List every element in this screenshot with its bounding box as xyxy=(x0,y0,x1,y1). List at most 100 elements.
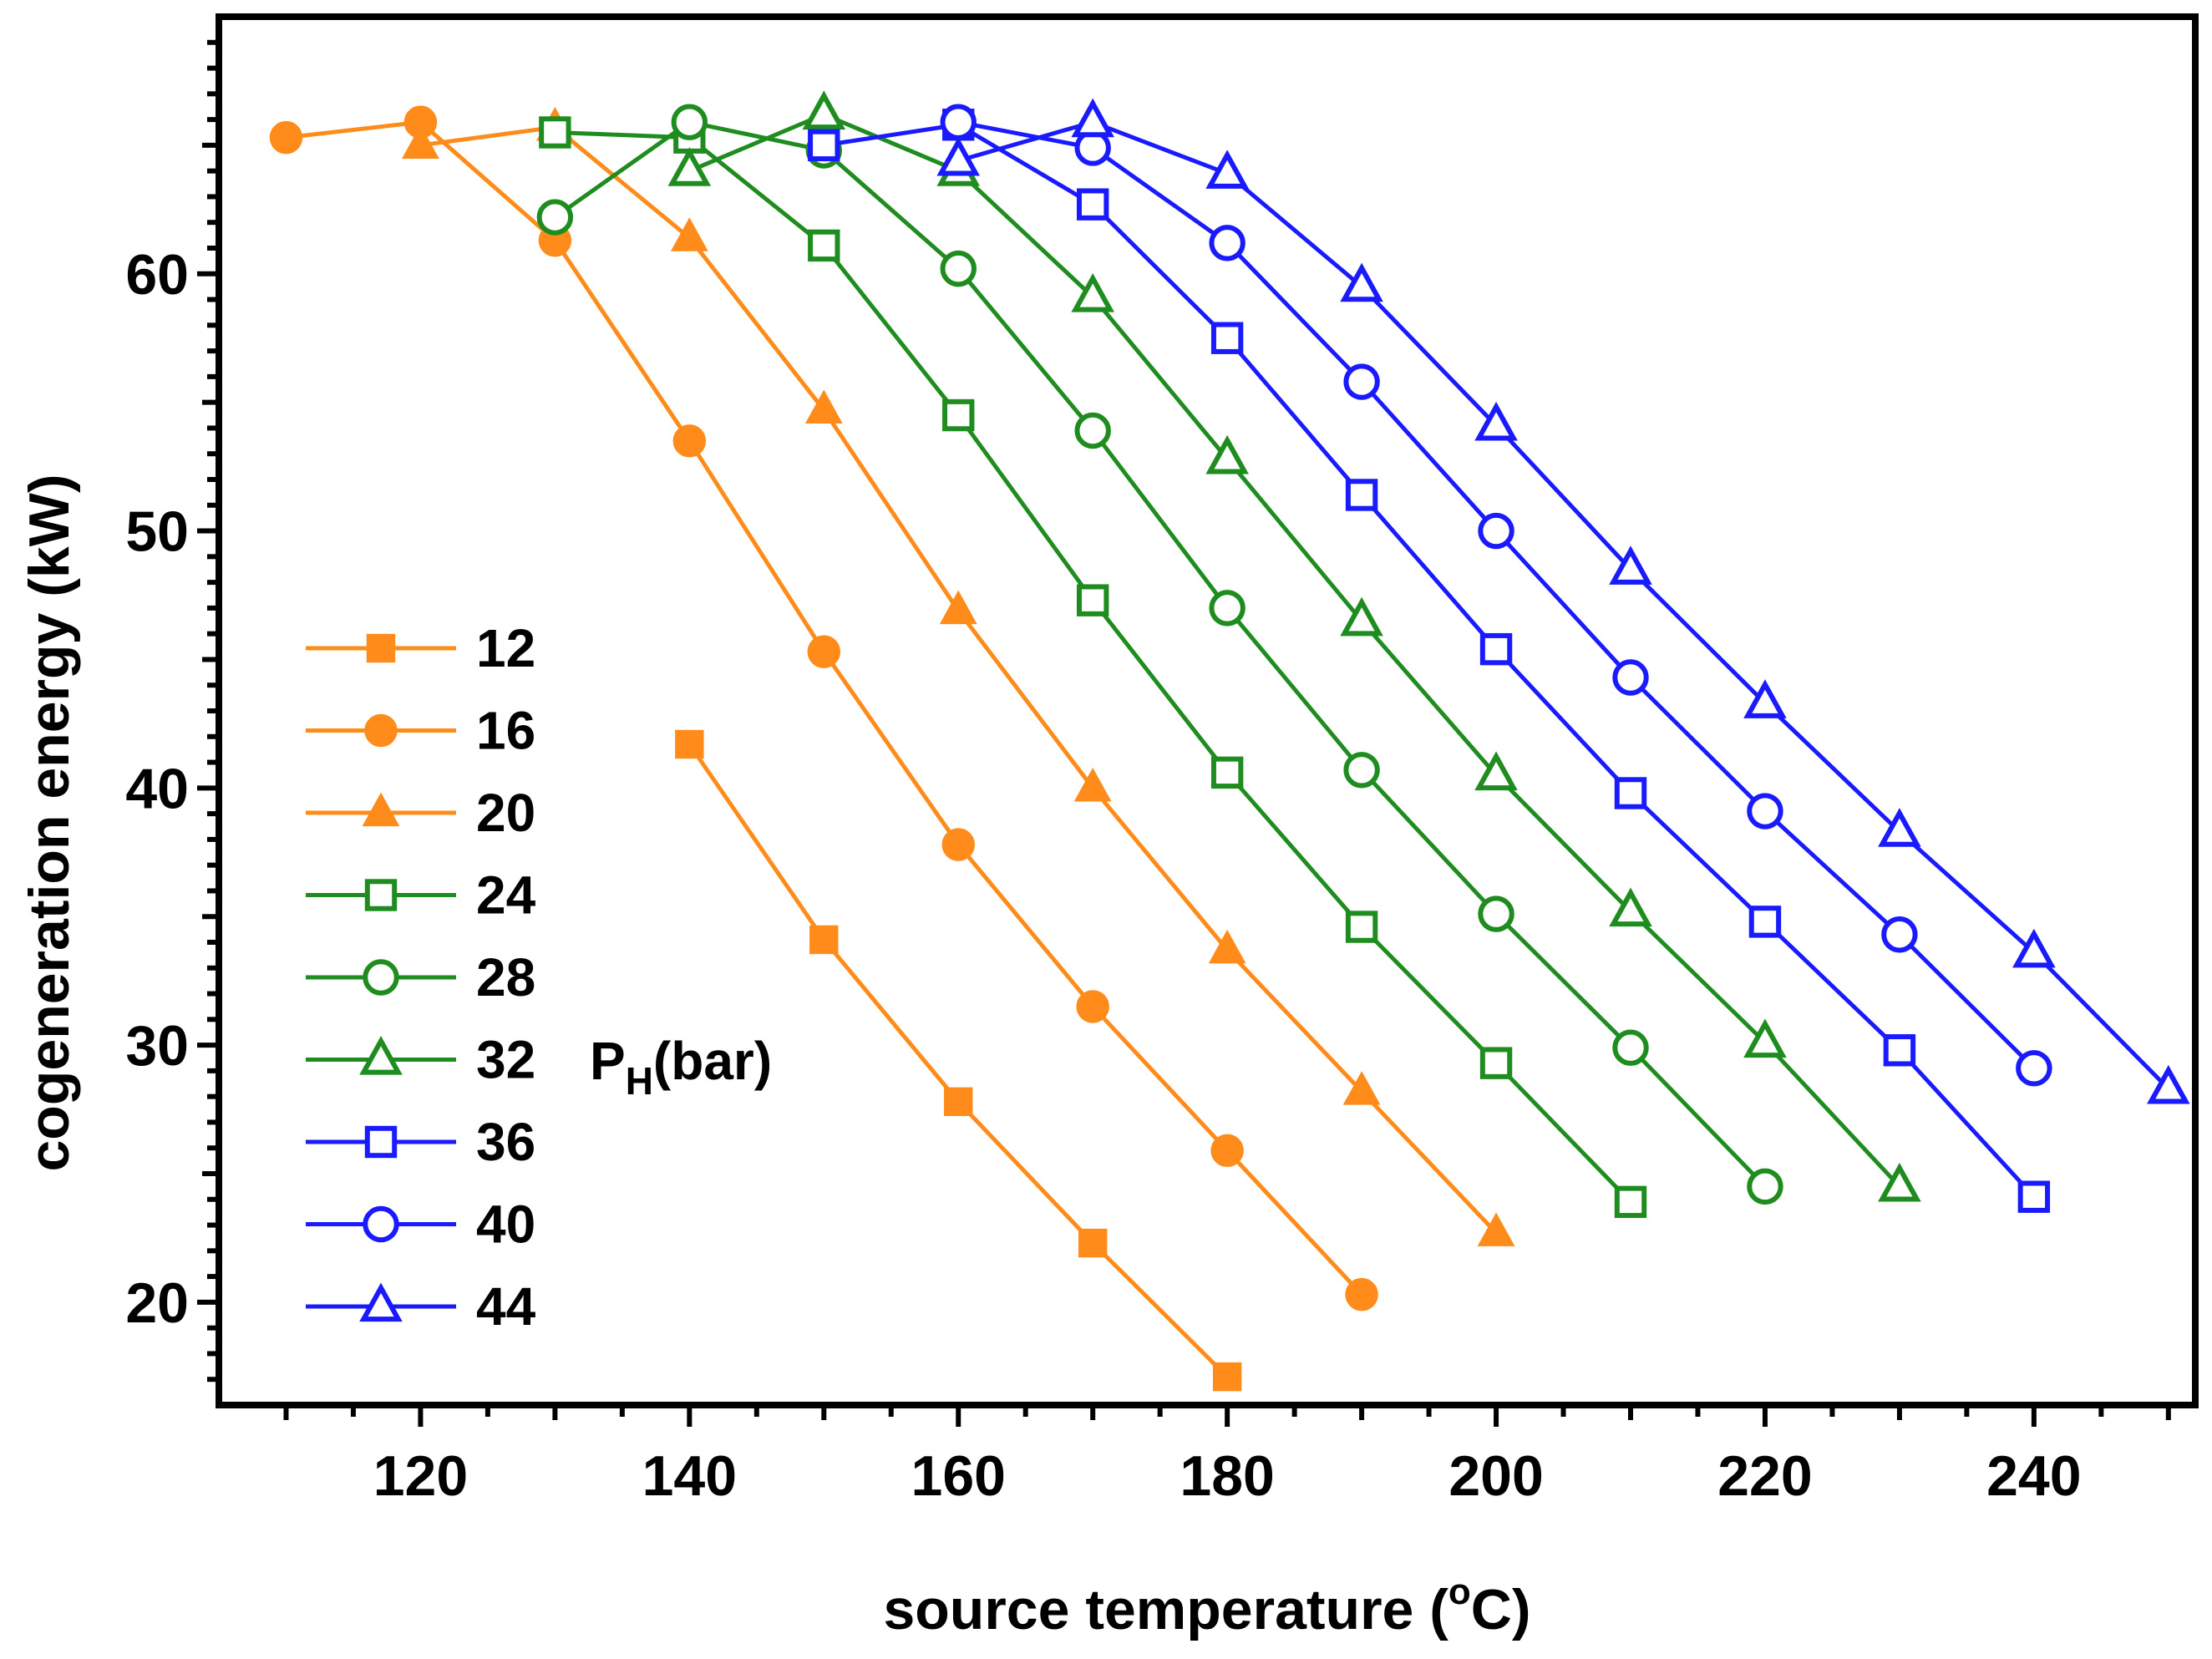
data-point xyxy=(1609,545,1652,585)
data-point xyxy=(1210,756,1244,789)
data-point xyxy=(1071,98,1114,138)
series-line xyxy=(420,124,1498,1235)
series-28 xyxy=(536,104,1783,1205)
data-point xyxy=(1342,1071,1381,1105)
y-tick-label: 50 xyxy=(125,500,189,564)
legend-pressure-label: PH(bar) xyxy=(590,1031,772,1103)
data-point xyxy=(1474,401,1518,441)
x-axis-title-degree: o xyxy=(1448,1571,1471,1612)
data-point xyxy=(1478,895,1514,932)
data-point xyxy=(1209,225,1246,261)
x-tick-label: 220 xyxy=(1717,1444,1812,1508)
legend-label: 28 xyxy=(476,947,535,1007)
data-point xyxy=(1479,1047,1513,1079)
legend-label: 36 xyxy=(476,1112,535,1172)
legend-pressure-unit: (bar) xyxy=(653,1031,772,1091)
legend-pressure-subscript: H xyxy=(626,1059,653,1103)
x-axis-title: source temperature (oC) xyxy=(883,1571,1530,1641)
data-point xyxy=(808,129,840,162)
series-16 xyxy=(269,105,1378,1311)
y-tick-label: 20 xyxy=(125,1271,189,1335)
series-44 xyxy=(936,98,2190,1104)
x-axis-title-unit: C) xyxy=(1471,1578,1531,1641)
data-point xyxy=(359,1282,403,1322)
y-tick-label: 40 xyxy=(125,757,189,820)
data-point xyxy=(366,633,396,663)
data-point xyxy=(1878,808,1921,847)
data-point xyxy=(1612,659,1649,696)
data-point xyxy=(1345,911,1378,943)
legend-label: 20 xyxy=(476,783,535,843)
legend-label: 40 xyxy=(476,1195,535,1255)
data-point xyxy=(804,389,843,424)
data-point xyxy=(1743,1018,1787,1058)
data-point xyxy=(1205,434,1249,474)
data-point xyxy=(1071,272,1114,312)
data-point xyxy=(362,792,400,827)
data-point xyxy=(1340,262,1383,302)
data-point xyxy=(2147,1064,2190,1104)
data-point xyxy=(940,250,977,287)
data-point xyxy=(1209,590,1246,627)
data-point xyxy=(1208,929,1246,964)
data-point xyxy=(808,229,840,262)
y-tick-label: 60 xyxy=(125,243,189,307)
legend-item: 32 xyxy=(306,1030,535,1090)
legend: 12 16 20 24 28 32 36 40 44 xyxy=(306,618,536,1337)
data-point xyxy=(1479,632,1513,666)
data-point xyxy=(667,147,712,186)
legend-label: 16 xyxy=(476,701,535,761)
x-tick-label: 140 xyxy=(642,1444,737,1508)
data-point xyxy=(936,136,981,176)
data-point xyxy=(1612,1029,1649,1066)
data-point xyxy=(1345,1277,1378,1311)
legend-label: 32 xyxy=(476,1030,535,1090)
x-tick-label: 200 xyxy=(1448,1444,1543,1508)
legend-label: 44 xyxy=(476,1276,536,1337)
series-line xyxy=(957,119,2170,1091)
data-point xyxy=(944,1087,973,1117)
data-point xyxy=(1747,1168,1783,1205)
data-point xyxy=(2016,1050,2052,1087)
data-point xyxy=(1212,1362,1242,1392)
data-point xyxy=(1205,150,1249,189)
data-point xyxy=(364,713,398,748)
legend-item: 28 xyxy=(306,947,535,1007)
data-point xyxy=(1073,767,1112,802)
legend-label: 12 xyxy=(476,618,535,678)
data-point xyxy=(363,959,399,996)
data-point xyxy=(2017,1180,2051,1213)
data-point xyxy=(1343,752,1380,789)
data-point xyxy=(1609,887,1652,927)
data-point xyxy=(939,590,977,625)
data-point xyxy=(1747,793,1783,830)
data-point xyxy=(1076,188,1109,221)
data-point xyxy=(402,124,439,160)
data-point xyxy=(1878,1162,1921,1202)
series-40 xyxy=(940,104,2052,1087)
data-point xyxy=(675,729,704,759)
data-point xyxy=(1340,596,1383,637)
data-point xyxy=(1076,990,1109,1023)
series-layer xyxy=(269,90,2190,1392)
data-point xyxy=(802,90,846,130)
data-point xyxy=(1074,412,1111,449)
data-point xyxy=(1883,1034,1916,1067)
data-point xyxy=(672,424,707,458)
series-36 xyxy=(808,109,2051,1213)
legend-item: 44 xyxy=(306,1276,536,1337)
data-point xyxy=(269,120,303,155)
x-tick-label: 120 xyxy=(373,1444,468,1508)
y-tick-label: 30 xyxy=(125,1014,189,1078)
data-point xyxy=(536,199,574,236)
data-point xyxy=(940,104,977,140)
data-point xyxy=(1078,1228,1108,1258)
legend-label: 24 xyxy=(476,865,536,926)
legend-item: 20 xyxy=(306,783,535,843)
series-12 xyxy=(675,729,1242,1392)
legend-item: 12 xyxy=(306,618,535,678)
data-point xyxy=(359,1035,403,1075)
data-point xyxy=(1881,916,1918,953)
x-tick-label: 160 xyxy=(911,1444,1006,1508)
